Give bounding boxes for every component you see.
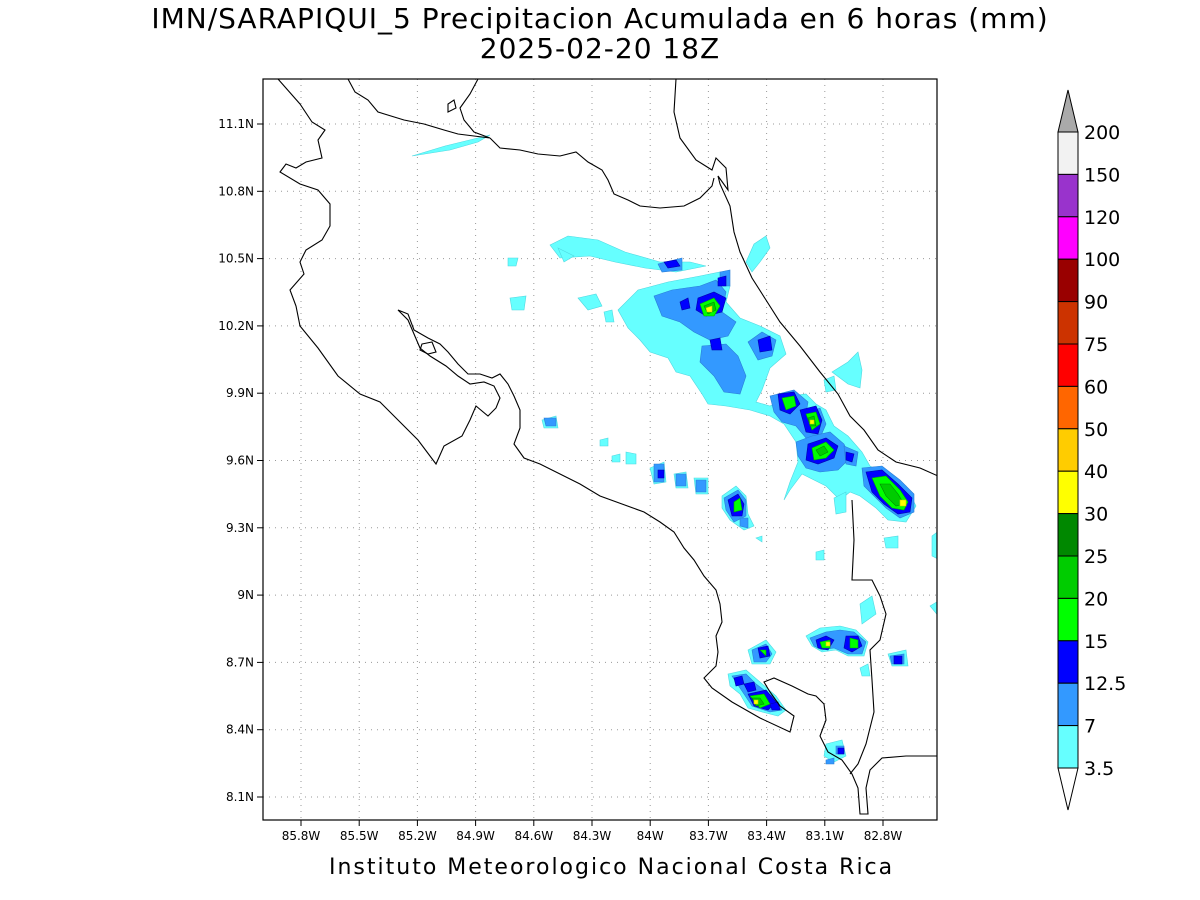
colorbar-segment <box>1057 513 1079 557</box>
colorbar-over-arrow <box>1057 89 1079 133</box>
colorbar-segment <box>1057 470 1079 515</box>
colorbar-segment <box>1057 216 1079 260</box>
x-tick-label: 84W <box>637 829 664 843</box>
y-tick-label: 10.2N <box>218 319 254 333</box>
y-tick-label: 8.1N <box>226 790 254 804</box>
precip-band-7 <box>543 257 915 765</box>
colorbar-label: 30 <box>1084 504 1108 526</box>
y-tick-label: 10.8N <box>218 184 254 198</box>
colorbar-label: 50 <box>1084 419 1108 441</box>
colorbar-label: 75 <box>1084 334 1108 356</box>
colorbar-segment <box>1057 131 1079 175</box>
colorbar-label: 3.5 <box>1084 758 1114 780</box>
colorbar-segment <box>1057 725 1079 769</box>
coastline <box>277 79 937 815</box>
x-tick-label: 85.2W <box>398 829 437 843</box>
map-date: 2025-02-20 18Z <box>479 32 721 65</box>
colorbar-segment <box>1057 343 1079 387</box>
colorbar-segment <box>1057 258 1079 303</box>
x-tick-label: 83.1W <box>806 829 845 843</box>
colorbar-label: 150 <box>1084 164 1120 186</box>
colorbar-label: 200 <box>1084 122 1120 144</box>
y-tick-label: 10.5N <box>218 252 254 266</box>
y-tick-label: 11.1N <box>218 117 254 131</box>
colorbar-label: 40 <box>1084 461 1108 483</box>
colorbar-label: 120 <box>1084 207 1120 229</box>
y-tick-label: 9.6N <box>226 454 254 468</box>
colorbar-label: 15 <box>1084 631 1108 653</box>
y-tick-label: 9N <box>237 588 254 602</box>
colorbar-segment <box>1057 428 1079 472</box>
x-tick-label: 85.5W <box>340 829 379 843</box>
colorbar-label: 7 <box>1084 716 1096 738</box>
precipitation-field <box>411 134 937 765</box>
x-tick-label: 85.8W <box>282 829 321 843</box>
colorbar: 200 150 120 100 90 75 60 50 40 30 25 20 15 12.5 7 3.5 <box>1057 89 1126 811</box>
colorbar-segment <box>1057 555 1079 599</box>
map-frame <box>262 78 938 821</box>
colorbar-segment <box>1057 597 1079 642</box>
colorbar-segment <box>1057 301 1079 345</box>
colorbar-segment <box>1057 385 1079 430</box>
y-axis: 11.1N 10.8N 10.5N 10.2N 9.9N 9.6N 9.3N 9N 8.7N 8.… <box>218 117 263 804</box>
x-tick-label: 83.4W <box>747 829 786 843</box>
colorbar-label: 25 <box>1084 546 1108 568</box>
x-axis: 85.8W 85.5W 85.2W 84.9W 84.6W 84.3W 84W 83.7W 83… <box>282 820 903 843</box>
colorbar-label: 90 <box>1084 292 1108 314</box>
precip-band-3.5 <box>411 134 937 763</box>
footer-credit: Instituto Meteorologico Nacional Costa R… <box>329 855 895 880</box>
colorbar-label: 12.5 <box>1084 673 1126 695</box>
x-tick-label: 84.9W <box>456 829 495 843</box>
colorbar-under-arrow <box>1057 767 1079 811</box>
y-tick-label: 8.7N <box>226 655 254 669</box>
colorbar-segment <box>1057 682 1079 727</box>
colorbar-segment <box>1057 640 1079 684</box>
x-tick-label: 82.8W <box>864 829 903 843</box>
precip-band-30 <box>705 305 907 705</box>
x-tick-label: 83.7W <box>689 829 728 843</box>
colorbar-label: 100 <box>1084 249 1120 271</box>
y-tick-label: 8.4N <box>226 723 254 737</box>
colorbar-label: 20 <box>1084 588 1108 610</box>
x-tick-label: 84.6W <box>515 829 554 843</box>
y-tick-label: 9.3N <box>226 521 254 535</box>
colorbar-segment <box>1057 173 1079 218</box>
map-title: IMN/SARAPIQUI_5 Precipitacion Acumulada … <box>151 2 1049 35</box>
y-tick-label: 9.9N <box>226 386 254 400</box>
colorbar-label: 60 <box>1084 376 1108 398</box>
x-tick-label: 84.3W <box>573 829 612 843</box>
